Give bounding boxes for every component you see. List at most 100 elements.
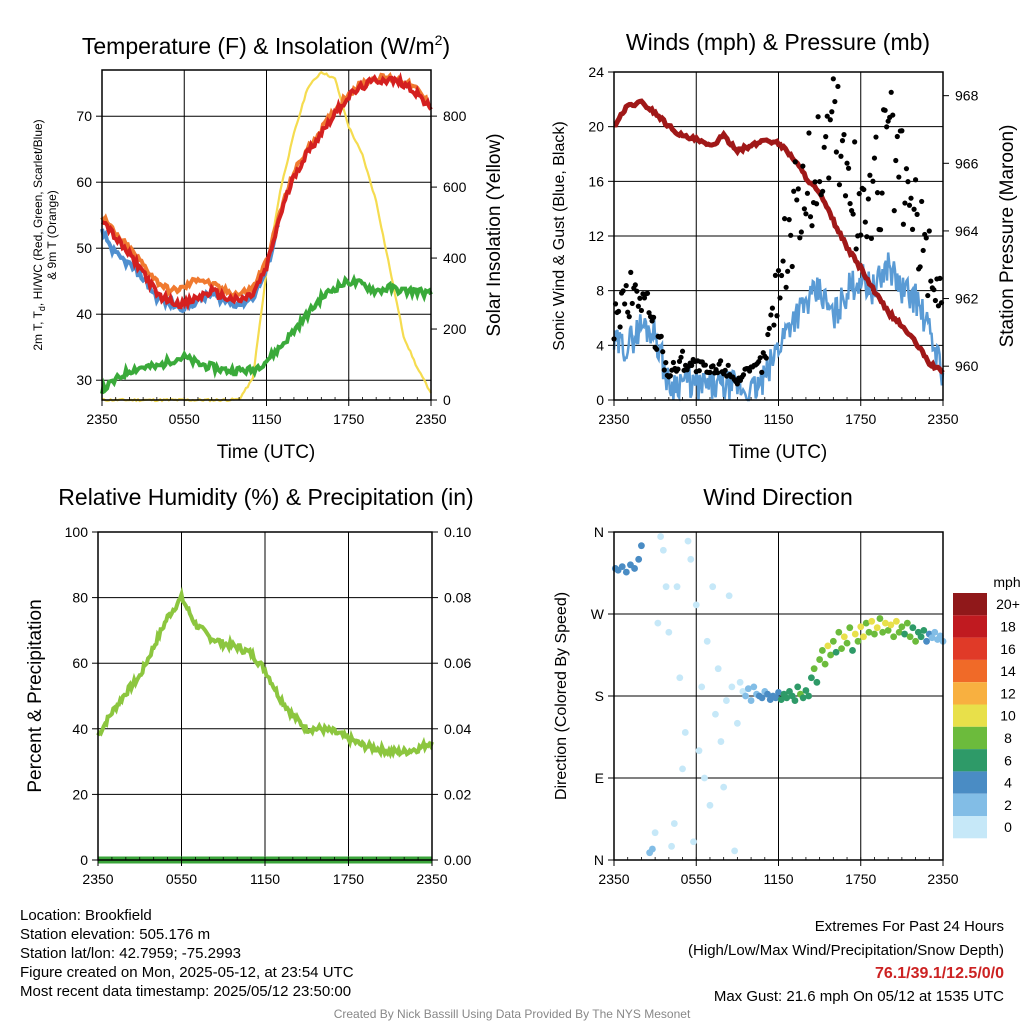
direction-point [631,565,638,572]
gust-point [817,178,823,185]
gust-point [769,305,776,311]
direction-point [701,774,708,782]
gust-point [884,124,890,130]
direction-point [895,628,903,636]
gust-point [830,76,836,82]
direction-point [695,747,703,755]
temp-ytick-label: 60 [76,174,92,190]
rh-xtick-label: 2350 [416,871,447,887]
direction-point [676,674,684,682]
rh-ytick-label: 40 [72,721,88,737]
direction-point [742,692,749,700]
temp-y2label: Solar Insolation (Yellow) [484,133,505,336]
direction-point [758,694,766,702]
direction-point [698,683,706,691]
direction-point [662,583,670,591]
rh-ylabel: Percent & Precipitation [25,599,46,792]
direction-point [818,647,826,654]
gust-point [842,193,849,199]
speed-legend-label: 16 [1000,641,1016,657]
temp-y2tick-label: 800 [443,108,467,124]
winds-y2tick-label: 962 [955,291,979,307]
direction-point [912,637,919,645]
direction-point [876,615,884,622]
direction-point [868,617,876,625]
gust-point [798,229,804,235]
winds-y2tick-label: 966 [955,155,979,171]
gust-point [870,178,876,184]
gust-point [891,208,897,214]
gust-point [874,190,881,196]
gust-point [865,196,871,202]
gust-point [853,246,859,252]
gust-point [911,206,917,212]
rh-ytick-label: 100 [65,524,89,540]
footer-recent: Most recent data timestamp: 2025/05/12 2… [20,983,352,1000]
direction-point [849,647,856,654]
direction-point [687,555,695,563]
direction-point [764,690,771,698]
temp-y2tick-label: 600 [443,179,467,195]
direction-point [673,583,681,591]
direction-point [909,624,917,632]
direction-point [659,546,667,554]
direction-point [805,692,813,700]
gust-point [815,114,821,120]
direction-point [668,842,675,850]
winds-ytick-label: 8 [596,283,604,299]
rh-xtick-label: 1150 [250,871,280,887]
winds-y2label: Station Pressure (Maroon) [997,125,1018,348]
temp-frame [101,69,432,401]
gust-point [867,172,873,178]
gust-point [833,149,839,155]
direction-point [733,719,741,727]
gust-point [832,98,838,105]
direction-point [723,697,730,704]
winds-y2tick-label: 964 [955,223,979,239]
temp-2m-line [100,71,433,312]
winds-ytick-label: 4 [596,337,604,353]
gust-point [794,197,800,203]
gust-point [900,221,906,227]
speed-legend-swatch [953,771,987,794]
gust-point [838,153,844,159]
direction-point [882,619,889,627]
gust-point [800,163,806,169]
gust-point [725,362,731,368]
direction-point [890,633,898,641]
direction-point [865,628,873,636]
winds-y2tick-label: 968 [955,88,979,104]
gust-point [899,128,905,134]
gust-point [780,258,786,264]
dir-ytick-label: N [594,852,604,868]
speed-legend-label: 20+ [996,596,1020,612]
direction-point [832,648,840,656]
direction-point [635,555,643,563]
temp-ytick-label: 30 [76,372,92,388]
speed-legend-label: 12 [1000,685,1016,701]
speed-legend-label: 14 [1000,663,1016,679]
direction-point [712,710,719,718]
gust-point [676,358,683,364]
gust-point [620,288,626,294]
gust-point [710,363,716,369]
speed-legend-swatch [953,816,987,839]
direction-point [892,617,900,625]
footer-location: Location: Brookfield [20,907,152,924]
gust-point [847,200,853,207]
gust-point [774,313,780,319]
gust-point [775,267,782,274]
gust-point [852,139,858,145]
direction-point [901,630,909,638]
temp-xtick-label: 1150 [251,411,281,427]
temp-xtick-label: 1750 [333,411,364,427]
gust-point [862,219,868,225]
gust-point [641,295,648,301]
rh-xtick-label: 2350 [82,871,113,887]
gust-point [829,109,835,115]
direction-point [728,683,736,691]
gust-point [791,188,797,194]
gust-point [714,370,721,376]
gust-point [803,211,809,217]
dir-ytick-label: W [591,606,605,622]
